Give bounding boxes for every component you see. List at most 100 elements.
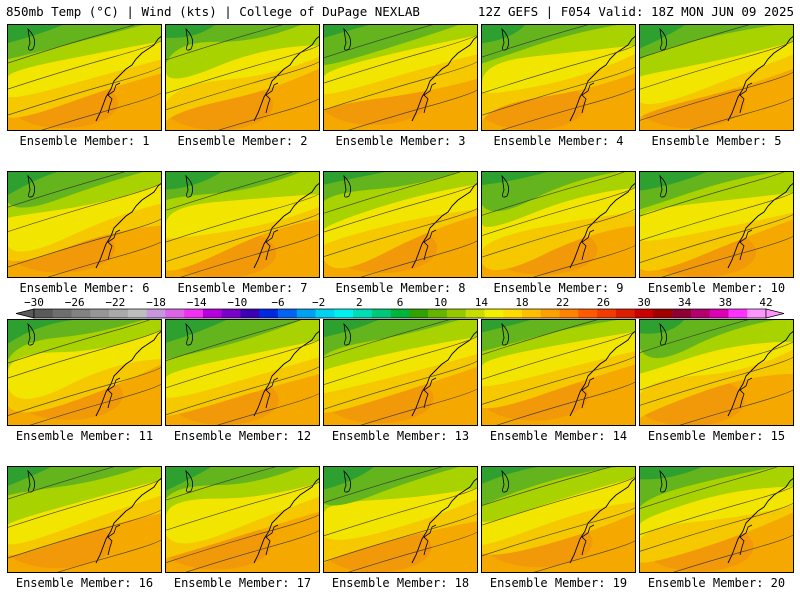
colorbar-swatch [71, 309, 91, 318]
ensemble-member-map [481, 466, 636, 573]
colorbar-swatch [296, 309, 316, 318]
temperature-field [482, 25, 635, 130]
temperature-field [640, 320, 793, 425]
colorbar-swatch [334, 309, 354, 318]
colorbar-tick-label: −18 [146, 296, 166, 309]
ensemble-member-map [7, 171, 162, 278]
temperature-field [166, 320, 319, 425]
colorbar-swatch [409, 309, 429, 318]
colorbar-swatch [34, 309, 54, 318]
ensemble-member-map [7, 24, 162, 131]
colorbar-swatch [353, 309, 373, 318]
ensemble-member-label: Ensemble Member: 18 [331, 576, 470, 590]
colorbar-swatch [90, 309, 110, 318]
colorbar-swatch [52, 309, 72, 318]
colorbar-tick-label: 26 [597, 296, 610, 309]
temperature-field [324, 467, 477, 572]
model-run-info: 12Z GEFS | F054 Valid: 18Z MON JUN 09 20… [477, 4, 794, 19]
colorbar-swatch [315, 309, 335, 318]
temperature-field [166, 467, 319, 572]
temperature-field [166, 172, 319, 277]
temperature-field [8, 320, 161, 425]
temperature-field [482, 320, 635, 425]
colorbar-swatch [559, 309, 579, 318]
ensemble-member-map [165, 466, 320, 573]
colorbar-swatch [202, 309, 222, 318]
ensemble-member-map [323, 171, 478, 278]
colorbar-swatch [540, 309, 560, 318]
colorbar-swatch [503, 309, 523, 318]
ensemble-member-label: Ensemble Member: 15 [647, 429, 786, 443]
temperature-field [482, 172, 635, 277]
colorbar-tick-label: −30 [24, 296, 44, 309]
ensemble-member-map [639, 319, 794, 426]
colorbar-swatch [522, 309, 542, 318]
temperature-field [482, 467, 635, 572]
ensemble-member-label: Ensemble Member: 3 [335, 134, 466, 148]
colorbar-swatch [259, 309, 279, 318]
colorbar-swatch [390, 309, 410, 318]
ensemble-member-label: Ensemble Member: 7 [177, 281, 308, 295]
colorbar-tick-label: 18 [515, 296, 528, 309]
colorbar-swatch [747, 309, 767, 318]
colorbar-tick-label: 34 [678, 296, 692, 309]
ensemble-member-label: Ensemble Member: 12 [173, 429, 312, 443]
ensemble-member-label: Ensemble Member: 2 [177, 134, 308, 148]
colorbar-tick-label: 2 [356, 296, 363, 309]
temperature-colorbar: −30 −26 −22 −18 −14 −10 −6 −2 2 6 10 14 18 22 26 30 34 38… [15, 296, 785, 319]
colorbar-swatch [278, 309, 298, 318]
temperature-field [8, 25, 161, 130]
colorbar-swatch [728, 309, 748, 318]
colorbar-tick-label: 38 [719, 296, 732, 309]
ensemble-member-label: Ensemble Member: 1 [19, 134, 150, 148]
ensemble-member-map [639, 171, 794, 278]
ensemble-member-label: Ensemble Member: 6 [19, 281, 150, 295]
temperature-field [640, 25, 793, 130]
temperature-field [324, 172, 477, 277]
colorbar-max-arrow [765, 308, 785, 319]
colorbar-tick-label: −22 [105, 296, 125, 309]
colorbar-swatch [371, 309, 391, 318]
ensemble-member-map [481, 319, 636, 426]
ensemble-member-map [323, 319, 478, 426]
colorbar-tick-label: 22 [556, 296, 569, 309]
temperature-field [640, 172, 793, 277]
colorbar-swatch [690, 309, 710, 318]
colorbar-tick-label: −10 [227, 296, 247, 309]
colorbar-tick-label: 6 [397, 296, 404, 309]
temperature-field [166, 25, 319, 130]
ensemble-member-map [639, 466, 794, 573]
colorbar-swatch [653, 309, 673, 318]
ensemble-member-map [165, 24, 320, 131]
colorbar-swatch [709, 309, 729, 318]
colorbar-swatch [221, 309, 241, 318]
ensemble-member-map [481, 24, 636, 131]
colorbar-tick-label: −2 [312, 296, 325, 309]
ensemble-member-label: Ensemble Member: 20 [647, 576, 786, 590]
ensemble-member-label: Ensemble Member: 4 [493, 134, 624, 148]
ensemble-member-map [323, 466, 478, 573]
ensemble-member-label: Ensemble Member: 8 [335, 281, 466, 295]
temperature-field [324, 25, 477, 130]
ensemble-member-label: Ensemble Member: 13 [331, 429, 470, 443]
ensemble-member-map [481, 171, 636, 278]
map-title: 850mb Temp (°C) | Wind (kts) | College o… [6, 4, 420, 19]
colorbar-tick-label: 30 [637, 296, 650, 309]
temperature-field [640, 467, 793, 572]
colorbar-swatch [634, 309, 654, 318]
ensemble-member-label: Ensemble Member: 10 [647, 281, 786, 295]
colorbar-swatch [146, 309, 166, 318]
ensemble-member-label: Ensemble Member: 11 [15, 429, 154, 443]
colorbar-min-arrow [15, 308, 35, 319]
colorbar-swatch [127, 309, 147, 318]
ensemble-member-label: Ensemble Member: 14 [489, 429, 628, 443]
ensemble-member-map [7, 319, 162, 426]
ensemble-member-map [165, 319, 320, 426]
colorbar-swatch [672, 309, 692, 318]
colorbar-swatch [578, 309, 598, 318]
colorbar-swatch [428, 309, 448, 318]
colorbar-swatch [446, 309, 466, 318]
ensemble-member-label: Ensemble Member: 19 [489, 576, 628, 590]
colorbar-tick-label: −14 [187, 296, 207, 309]
ensemble-member-map [165, 171, 320, 278]
